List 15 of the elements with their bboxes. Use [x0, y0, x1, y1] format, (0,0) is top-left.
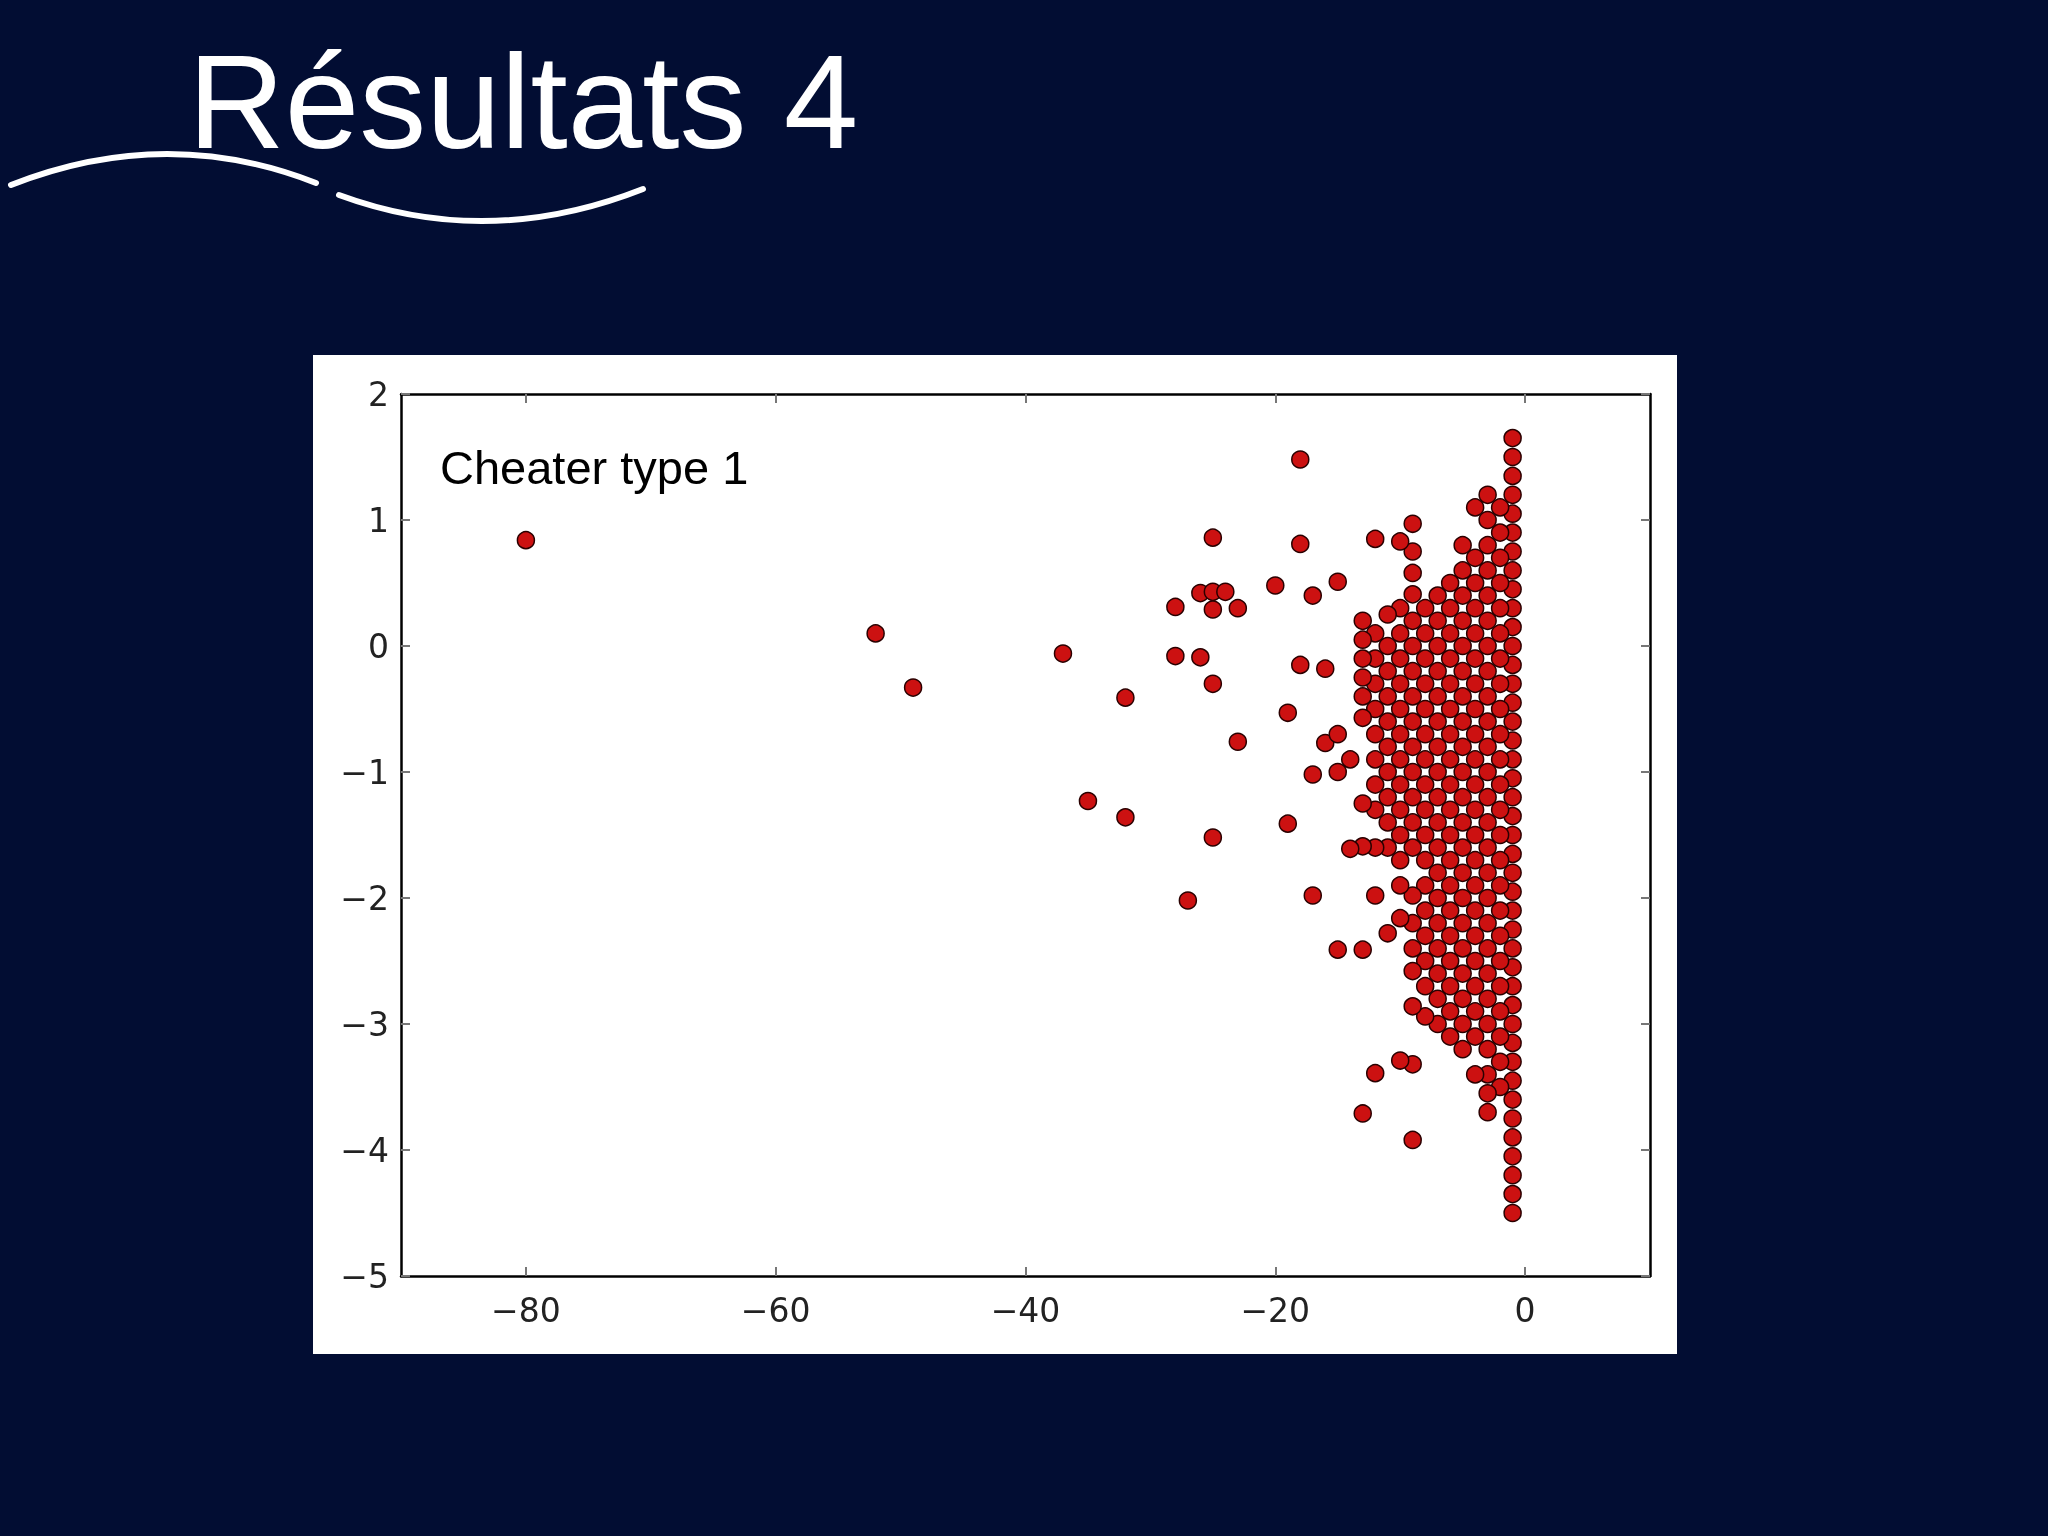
x-tick-label: −80	[491, 1291, 561, 1330]
y-tick-label: 1	[368, 500, 389, 540]
y-tick-label: −1	[340, 752, 389, 792]
y-tick-label: −3	[340, 1004, 389, 1044]
y-tick-label: −4	[340, 1130, 389, 1170]
annotation: Cheater type 1	[440, 441, 749, 494]
y-tick-label: −5	[340, 1256, 389, 1296]
x-tick-label: −20	[1240, 1291, 1311, 1330]
x-tick-label: −40	[990, 1291, 1061, 1330]
y-tick-label: −2	[340, 878, 389, 918]
y-tick-label: 2	[368, 374, 389, 414]
x-tick-label: −60	[740, 1291, 811, 1330]
chart-title: Résultats 4	[188, 27, 859, 176]
y-tick-label: 0	[368, 626, 389, 666]
x-tick-label: 0	[1514, 1291, 1536, 1330]
